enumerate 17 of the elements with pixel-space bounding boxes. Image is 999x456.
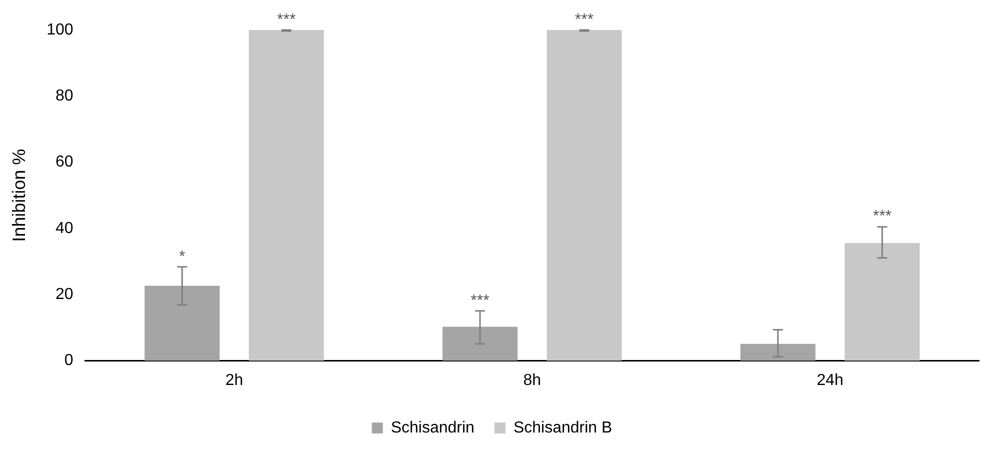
data-label: ***: [277, 11, 296, 28]
data-label: ***: [872, 208, 892, 226]
y-tick-label: 20: [56, 286, 74, 304]
y-tick-label: 60: [56, 154, 74, 171]
y-tick-label: 0: [64, 352, 74, 370]
data-label: ***: [470, 292, 490, 310]
x-tick-label: 24h: [816, 372, 844, 389]
y-tick-label: 100: [46, 21, 74, 38]
y-tick-label: 40: [56, 220, 74, 237]
legend-label: Schisandrin B: [513, 419, 612, 436]
data-label: *: [178, 248, 186, 266]
y-axis-title: Inhibition %: [8, 148, 29, 242]
x-tick-label: 2h: [225, 372, 244, 389]
x-tick-label: 8h: [523, 372, 542, 389]
data-label: ***: [574, 11, 594, 28]
legend-label: Schisandrin: [390, 419, 474, 436]
y-tick-label: 80: [56, 88, 74, 105]
